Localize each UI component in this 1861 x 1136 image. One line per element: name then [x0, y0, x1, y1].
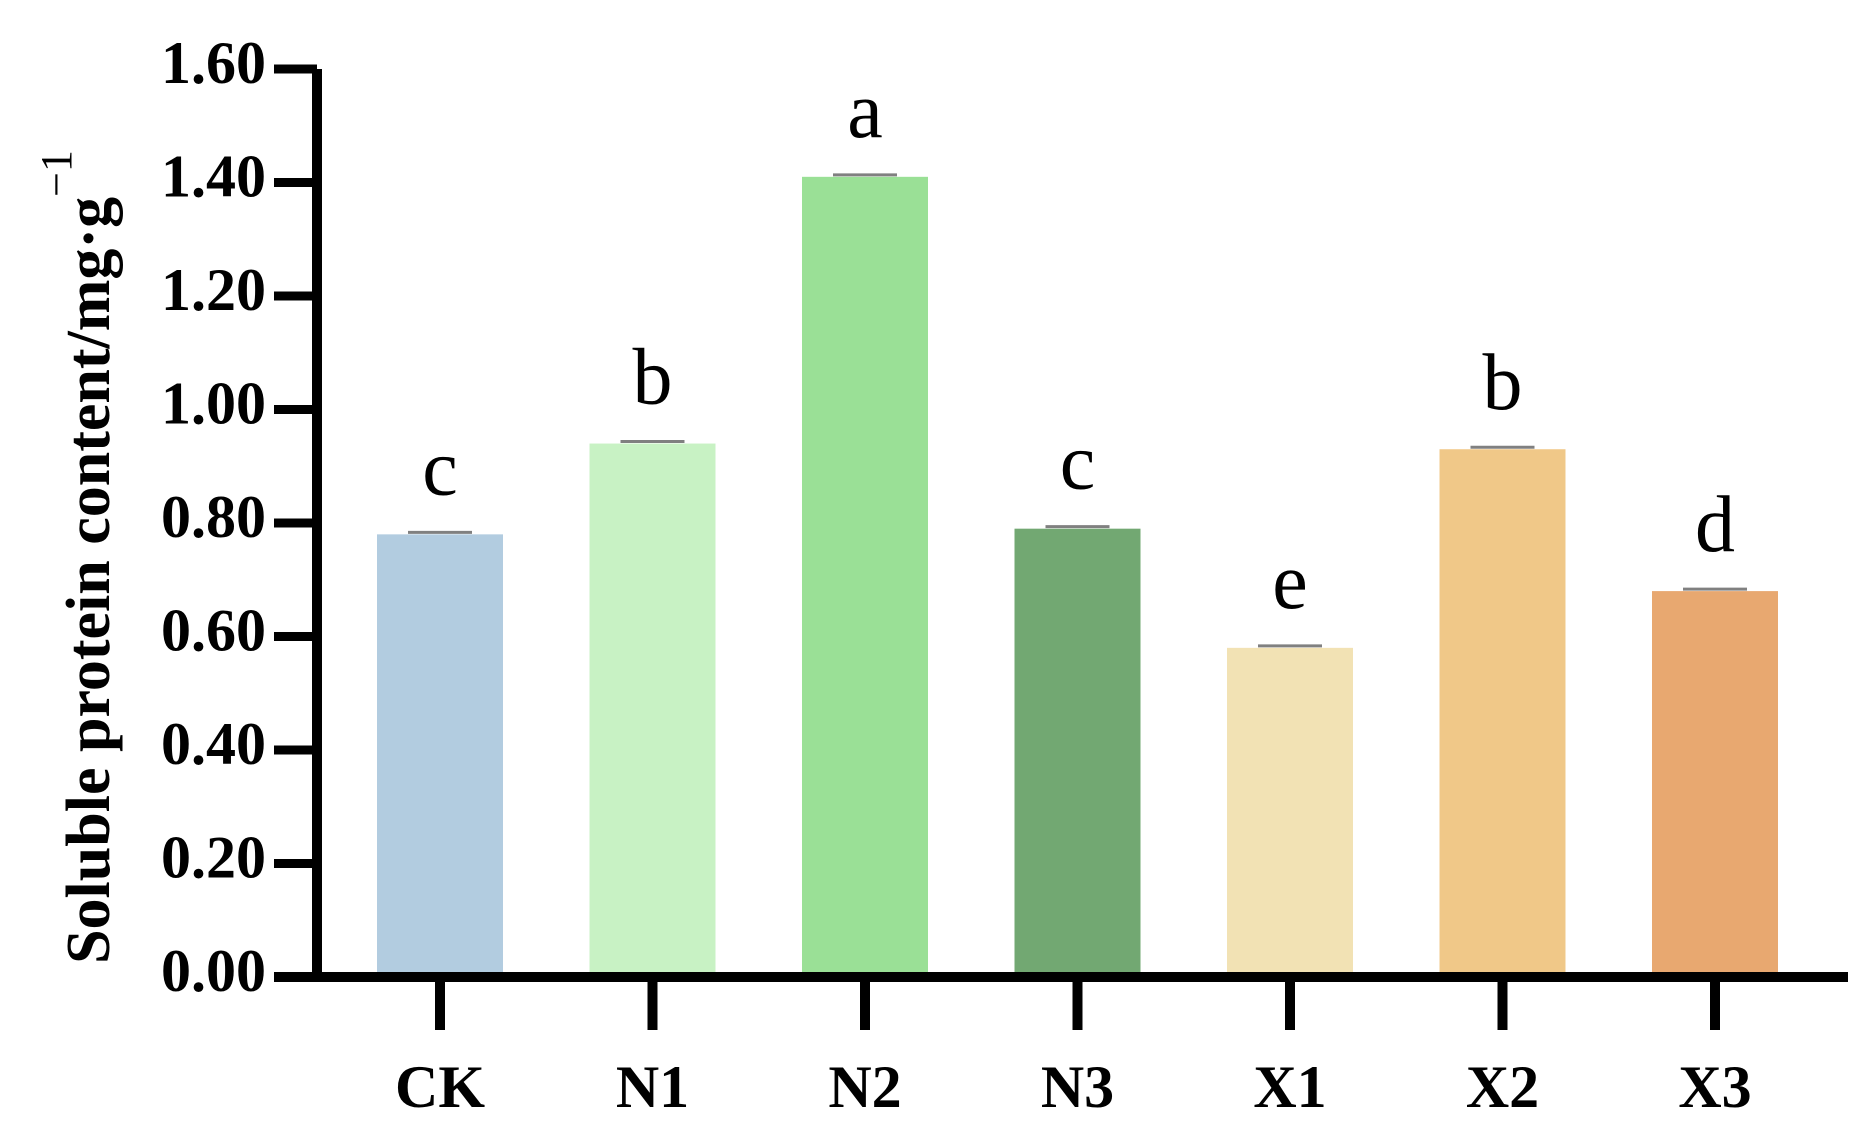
- bar-n2: [802, 176, 928, 972]
- significance-label-x2: b: [1483, 339, 1523, 427]
- x-tick-label-n2: N2: [828, 1054, 901, 1120]
- significance-labels-layer: c b a c e b d: [422, 67, 1735, 626]
- y-axis-title-text: Soluble protein content/mg·g: [55, 197, 123, 964]
- x-tick-label-n3: N3: [1041, 1054, 1114, 1120]
- y-axis-title-superscript: −1: [32, 150, 81, 197]
- significance-label-n1: b: [633, 334, 673, 422]
- x-tick-label-x1: X1: [1253, 1054, 1326, 1120]
- y-tick-label: 1.60: [161, 30, 266, 96]
- bars-layer: [377, 173, 1778, 973]
- bar-x2: [1439, 449, 1566, 973]
- bar-x3: [1652, 591, 1778, 972]
- significance-label-x1: e: [1272, 538, 1308, 626]
- bar-n1: [589, 443, 716, 972]
- x-tick-label-ck: CK: [395, 1054, 485, 1120]
- y-ticks-layer: 0.00 0.20 0.40 0.60 0.80 1.00 1.20 1.40 1.60: [161, 30, 317, 1004]
- bar-n3: [1014, 528, 1141, 972]
- bar-ck: [377, 534, 503, 972]
- y-tick-label: 0.20: [161, 824, 266, 890]
- significance-label-ck: c: [422, 424, 458, 512]
- x-ticks-layer: CK N1 N2 N3 X1 X2 X3: [395, 977, 1752, 1120]
- significance-label-n3: c: [1060, 419, 1096, 507]
- y-tick-label: 1.40: [161, 143, 266, 209]
- y-tick-label: 0.00: [161, 938, 266, 1004]
- x-tick-label-x2: X2: [1466, 1054, 1539, 1120]
- x-tick-label-x3: X3: [1678, 1054, 1751, 1120]
- significance-label-n2: a: [847, 67, 883, 155]
- bar-x1: [1227, 647, 1353, 972]
- y-axis-title-group: Soluble protein content/mg·g−1: [32, 150, 123, 964]
- y-tick-label: 1.00: [161, 370, 266, 436]
- y-tick-label: 1.20: [161, 257, 266, 323]
- significance-label-x3: d: [1695, 481, 1735, 569]
- y-tick-label: 0.60: [161, 597, 266, 663]
- y-tick-label: 0.40: [161, 711, 266, 777]
- y-tick-label: 0.80: [161, 484, 266, 550]
- x-tick-label-n1: N1: [616, 1054, 689, 1120]
- y-axis-title: Soluble protein content/mg·g−1: [32, 150, 123, 964]
